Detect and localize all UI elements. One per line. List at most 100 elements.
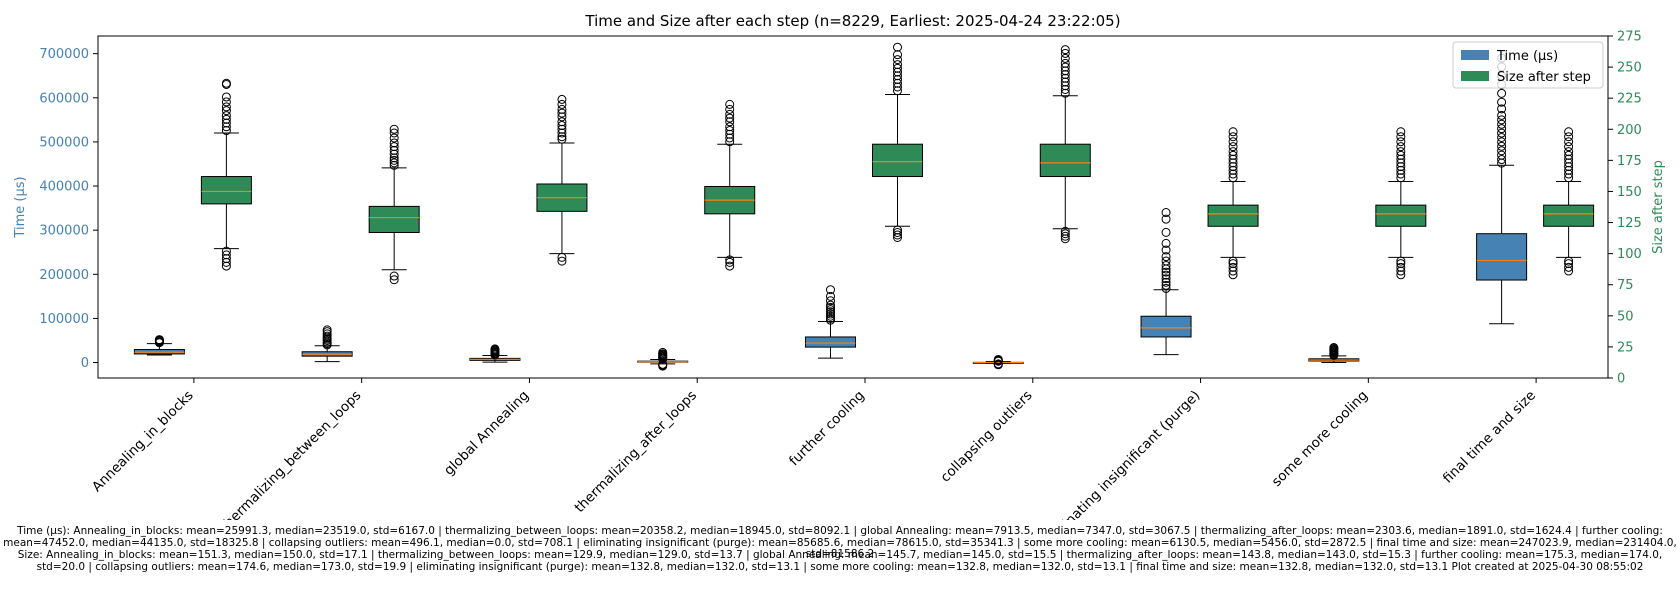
outlier-point [1564,162,1574,172]
outlier-point [993,360,1003,370]
outlier-point [221,78,231,88]
box-iqr [872,143,923,178]
outlier-point [1396,173,1406,183]
outlier-point [1228,132,1238,142]
outlier-point [1228,165,1238,175]
outlier-point [1060,231,1070,241]
box-iqr [1140,315,1192,338]
box-iqr [368,205,420,233]
outlier-point [1060,234,1070,244]
outlier-point [221,106,231,116]
outlier-point [322,325,332,335]
outlier-point [1497,97,1507,107]
box-iqr [1543,204,1595,227]
x-tick-label: global Annealing [441,388,532,479]
outlier-point [993,354,1003,364]
left-tick-label: 500000 [39,135,89,150]
outlier-point [389,153,399,163]
outlier-point [893,75,902,85]
outlier-point [557,128,567,138]
x-tick-label: Annealing_in_blocks [89,388,197,496]
outlier-point [1396,158,1406,168]
outlier-point [1497,155,1507,165]
time-box [1308,343,1360,363]
outlier-point [221,111,231,121]
boxplot-chart: Time and Size after each step (n=8229, E… [13,12,1666,520]
outlier-point [826,291,835,301]
outlier-point [893,232,902,242]
outlier-point [1497,88,1507,98]
outlier-point [1497,110,1507,120]
outlier-point [1228,262,1238,272]
box-iqr [200,176,252,205]
outlier-point [1228,162,1238,172]
outlier-point [557,134,567,144]
outlier-point [1060,70,1070,80]
outlier-point [322,331,332,341]
outlier-point [1161,208,1171,218]
outlier-point [1497,132,1507,142]
outlier-point [1161,270,1171,280]
x-tick-label: thermalizing_after_loops [572,388,700,516]
outlier-point [725,117,735,127]
outlier-point [893,42,902,52]
outlier-point [1060,66,1070,76]
outlier-point [1329,343,1339,353]
outlier-point [1396,137,1406,147]
outlier-point [1396,256,1406,266]
outlier-point [1497,146,1507,156]
outlier-point [893,63,902,73]
outlier-point [1228,266,1238,276]
outlier-point [221,246,231,256]
x-tick-label: final time and size [1440,388,1539,487]
outlier-point [1228,154,1238,164]
time-box [637,347,689,371]
size-box [872,42,923,242]
x-tick-label: some more cooling [1269,388,1371,490]
outlier-point [557,252,567,262]
box-iqr [1039,143,1091,178]
outlier-point [725,122,735,132]
outlier-point [1161,277,1171,287]
outlier-point [893,55,902,65]
outlier-point [221,250,231,260]
outlier-point [893,78,902,88]
x-tick-label: thermalizing_between_loops [217,388,364,520]
outlier-point [557,104,567,114]
left-tick-label: 200000 [39,268,89,283]
outlier-point [1161,283,1171,293]
outlier-point [893,50,902,60]
outlier-point [1564,256,1574,266]
time-box [805,285,856,359]
outlier-point [725,99,735,109]
outlier-point [826,305,835,315]
time-box [301,325,353,363]
outlier-point [221,102,231,112]
outlier-point [1060,84,1070,94]
outlier-point [557,117,567,127]
outlier-point [490,344,500,354]
legend-label: Size after step [1497,70,1591,85]
outlier-point [725,129,735,139]
outlier-point [1564,147,1574,157]
right-tick-label: 25 [1617,340,1634,355]
outlier-point [1564,127,1574,137]
outlier-point [1060,53,1070,63]
x-tick-label: collapsing outliers [938,388,1036,486]
outlier-point [322,329,332,339]
outlier-point [725,255,735,265]
footer-size-stats: Size: Annealing_in_blocks: mean=151.3, m… [17,549,1663,573]
outlier-point [826,302,835,312]
left-axis: 0 100000 200000 300000 400000 500000 600000 700… [39,47,98,371]
outlier-point [557,124,567,134]
outlier-point [1564,262,1574,272]
outlier-point [1396,132,1406,142]
right-tick-label: 100 [1617,247,1642,262]
outlier-point [1564,154,1574,164]
time-box [469,344,521,363]
outlier-point [1161,267,1171,277]
outlier-point [1497,115,1507,125]
outlier-point [1497,119,1507,129]
outlier-point [389,160,399,170]
outlier-point [1228,259,1238,269]
